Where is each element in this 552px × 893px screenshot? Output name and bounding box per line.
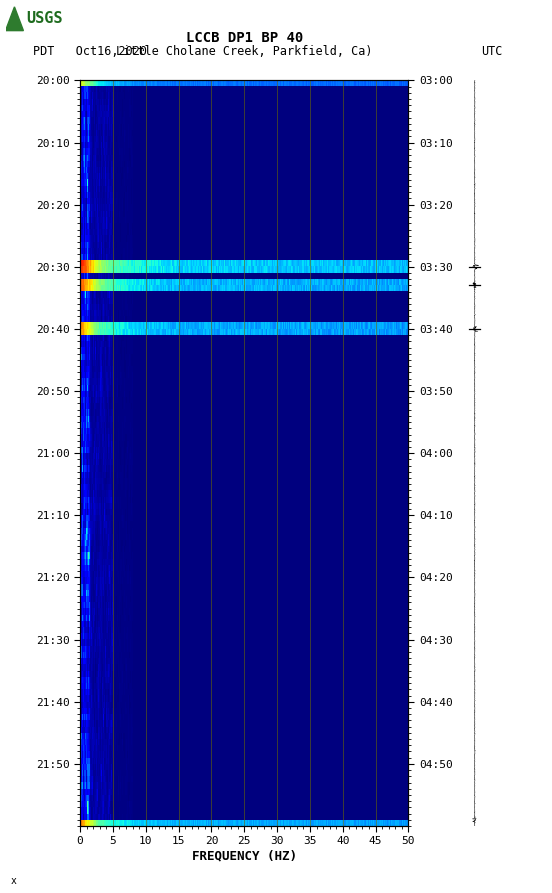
Text: PDT   Oct16,2020: PDT Oct16,2020 — [33, 45, 147, 58]
Text: USGS: USGS — [26, 12, 63, 26]
Text: LCCB DP1 BP 40: LCCB DP1 BP 40 — [185, 31, 303, 46]
Text: x: x — [11, 876, 17, 886]
Polygon shape — [6, 7, 23, 30]
Text: Little Cholane Creek, Parkfield, Ca): Little Cholane Creek, Parkfield, Ca) — [116, 45, 373, 58]
Text: UTC: UTC — [481, 45, 502, 58]
X-axis label: FREQUENCY (HZ): FREQUENCY (HZ) — [192, 849, 297, 863]
